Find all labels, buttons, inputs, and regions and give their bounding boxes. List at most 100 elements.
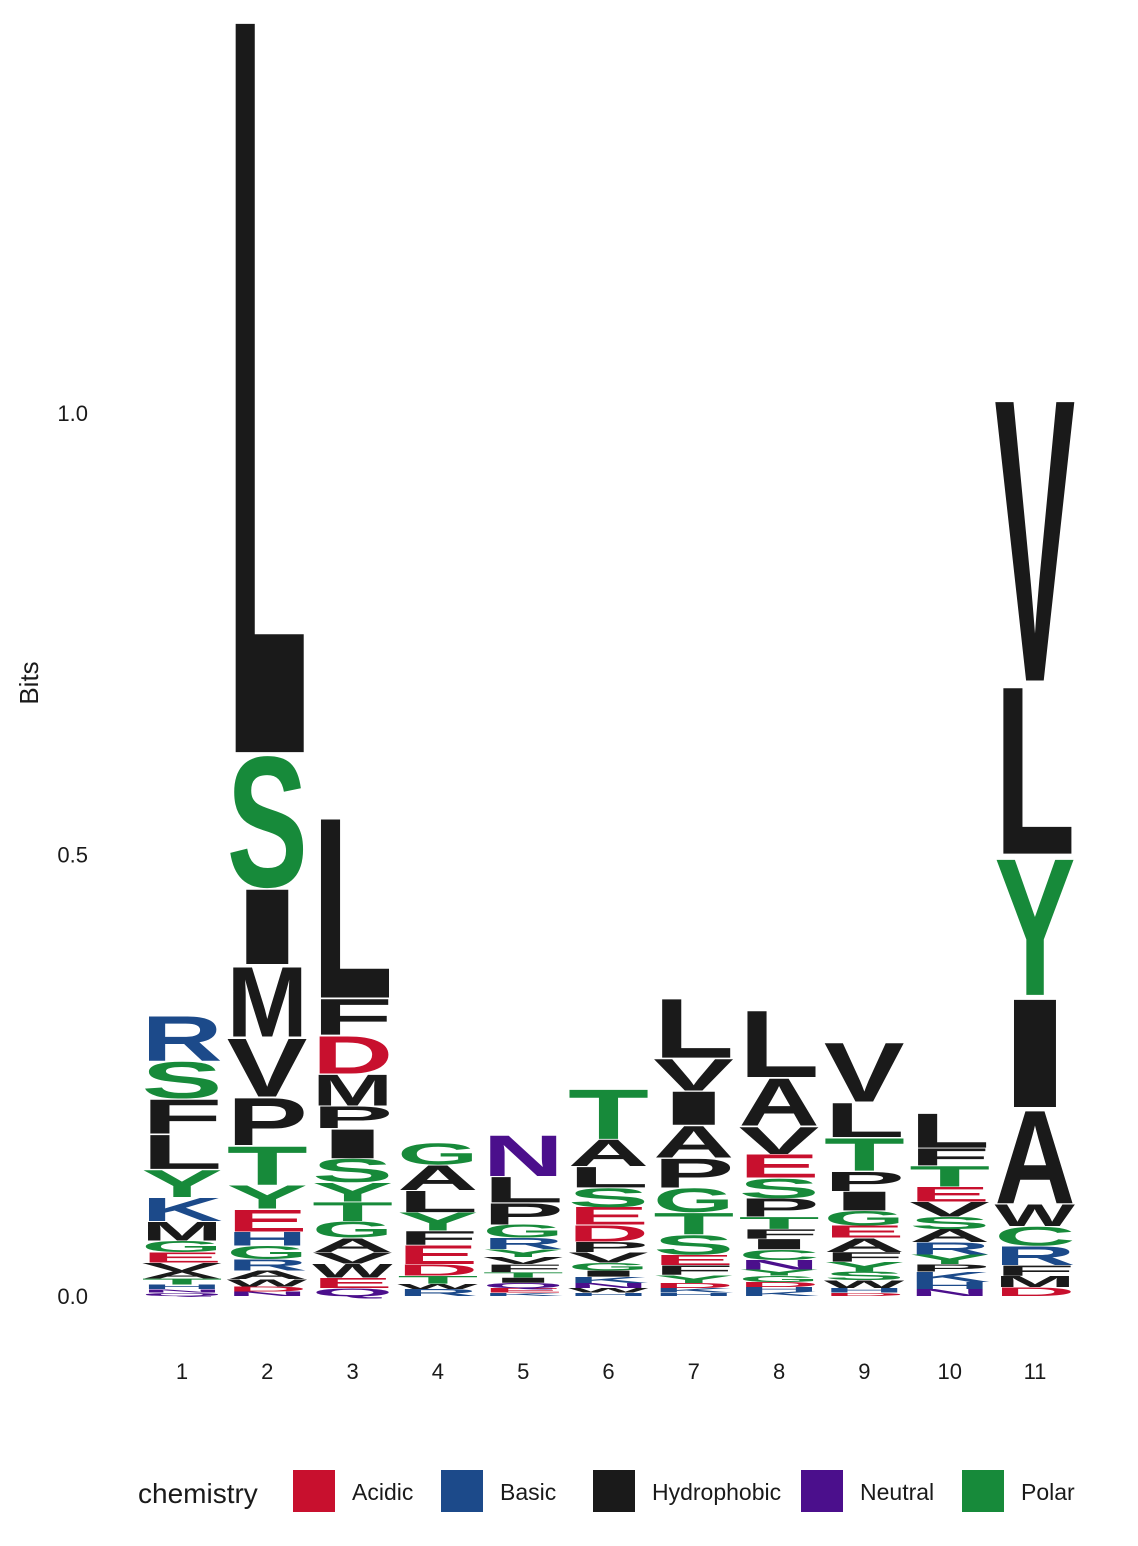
logo-letter-pos1-A: A — [142, 1269, 223, 1280]
x-tick-label: 8 — [773, 1359, 785, 1384]
logo-letter-pos11-I: I — [995, 966, 1076, 1140]
logo-letter-pos7-A: A — [653, 1117, 734, 1167]
logo-letter-pos10-S: S — [909, 1213, 990, 1232]
logo-letter-pos11-V: V — [995, 316, 1076, 767]
logo-letter-pos6-N: N — [568, 1281, 649, 1289]
logo-letter-pos8-I: I — [739, 1236, 820, 1252]
logo-letter-pos5-T: T — [483, 1271, 564, 1279]
logo-letter-pos1-V: V — [142, 1260, 223, 1274]
logo-letter-pos10-F: F — [909, 1143, 990, 1170]
logo-letter-pos2-L: L — [227, 0, 308, 977]
x-tick-label: 6 — [602, 1359, 614, 1384]
logo-letter-pos6-A: A — [568, 1132, 649, 1175]
logo-letter-pos7-P: P — [653, 1150, 734, 1196]
logo-letter-pos8-C: C — [739, 1247, 820, 1263]
logo-letter-pos1-N: N — [142, 1288, 223, 1293]
y-tick-label: 0.5 — [57, 843, 88, 868]
logo-letter-pos3-D: D — [312, 1024, 393, 1085]
logo-letter-pos1-E: E — [142, 1249, 223, 1265]
logo-letter-pos3-G: G — [312, 1217, 393, 1243]
logo-letter-pos6-V: V — [568, 1249, 649, 1265]
logo-letter-pos2-S: S — [227, 719, 308, 926]
logo-letter-pos8-P: P — [739, 1193, 820, 1222]
logo-glyphs: QNHTAVEGMKYLFSRNDWARGHEYTPVMISLQEWVAGTYS… — [142, 0, 1076, 1299]
logo-letter-pos6-H: H — [568, 1292, 649, 1297]
logo-letter-pos6-I: I — [568, 1269, 649, 1279]
logo-letter-pos7-E: E — [653, 1252, 734, 1268]
logo-letter-pos11-Y: Y — [995, 817, 1076, 1037]
logo-letter-pos6-G: G — [568, 1260, 649, 1272]
logo-letter-pos11-F: F — [995, 1262, 1076, 1278]
logo-letter-pos5-E: E — [483, 1287, 564, 1294]
logo-letter-pos5-N: N — [483, 1123, 564, 1189]
logo-letter-pos9-Y: Y — [824, 1259, 905, 1274]
logo-letter-pos1-M: M — [142, 1216, 223, 1246]
logo-letter-pos3-Q: Q — [312, 1286, 393, 1298]
logo-letter-pos3-V: V — [312, 1249, 393, 1267]
logo-letter-pos3-F: F — [312, 989, 393, 1046]
logo-letter-pos3-T: T — [312, 1197, 393, 1227]
logo-letter-pos9-F: F — [824, 1249, 905, 1264]
logo-letter-pos9-A: A — [824, 1234, 905, 1256]
logo-letter-pos8-N: N — [739, 1257, 820, 1272]
logo-letter-pos1-S: S — [142, 1052, 223, 1109]
logo-letter-pos4-L: L — [397, 1185, 478, 1219]
logo-letter-pos6-L: L — [568, 1161, 649, 1194]
logo-letter-pos6-P: P — [568, 1239, 649, 1255]
logo-letter-pos3-S: S — [312, 1152, 393, 1189]
logo-letter-pos9-D: D — [824, 1292, 905, 1297]
logo-letter-pos10-N: N — [909, 1287, 990, 1298]
logo-letter-pos10-H: H — [909, 1280, 990, 1291]
x-tick-label: 1 — [176, 1359, 188, 1384]
logo-letter-pos11-R: R — [995, 1241, 1076, 1271]
logo-letter-pos10-R: R — [909, 1239, 990, 1258]
logo-letter-pos5-I: I — [483, 1276, 564, 1284]
legend-label-basic: Basic — [500, 1479, 556, 1505]
logo-letter-pos10-E: E — [909, 1183, 990, 1206]
logo-letter-pos2-A: A — [227, 1268, 308, 1282]
logo-letter-pos7-T: T — [653, 1207, 734, 1241]
logo-letter-pos9-V: V — [824, 1026, 905, 1120]
logo-letter-pos1-Y: Y — [142, 1162, 223, 1206]
y-axis-label: Bits — [14, 661, 44, 704]
logo-letter-pos3-Y: Y — [312, 1177, 393, 1207]
logo-letter-pos3-I: I — [312, 1121, 393, 1167]
logo-letter-pos10-T: T — [909, 1160, 990, 1193]
logo-letter-pos9-T: T — [824, 1129, 905, 1181]
logo-letter-pos2-R: R — [227, 1256, 308, 1274]
logo-letter-pos7-D: D — [653, 1281, 734, 1289]
legend-swatch-basic — [441, 1470, 483, 1512]
logo-letter-pos9-E: E — [824, 1222, 905, 1241]
logo-letter-pos1-L: L — [142, 1125, 223, 1179]
logo-letter-pos7-S: S — [653, 1229, 734, 1261]
logo-letter-pos6-W: W — [568, 1287, 648, 1294]
logo-letter-pos2-M: M — [227, 945, 308, 1058]
logo-letter-pos11-A: A — [995, 1083, 1076, 1233]
logo-letter-pos2-P: P — [227, 1084, 308, 1160]
logo-letter-pos11-W: W — [995, 1198, 1076, 1234]
logo-letter-pos4-W: W — [397, 1282, 479, 1290]
logo-letter-pos5-P: P — [483, 1197, 564, 1231]
x-axis-ticks: 1 2 3 4 5 6 7 8 9 10 11 — [176, 1359, 1047, 1384]
logo-letter-pos3-W: W — [312, 1260, 393, 1282]
logo-letter-pos8-V: V — [739, 1119, 820, 1163]
legend-label-neutral: Neutral — [860, 1479, 934, 1505]
x-tick-label: 10 — [937, 1359, 961, 1384]
logo-letter-pos5-F: F — [483, 1262, 564, 1274]
logo-letter-pos5-Q: Q — [483, 1281, 564, 1289]
logo-letter-pos7-H: H — [653, 1292, 734, 1297]
legend-swatch-acidic — [293, 1470, 335, 1512]
logo-letter-pos10-P: P — [909, 1263, 990, 1274]
logo-letter-pos2-H: H — [227, 1228, 308, 1250]
logo-letter-pos10-K: K — [909, 1269, 990, 1285]
y-tick-label: 0.0 — [57, 1284, 88, 1309]
logo-letter-pos3-P: P — [312, 1099, 393, 1135]
logo-letter-pos2-Y: Y — [227, 1178, 308, 1215]
x-tick-label: 5 — [517, 1359, 529, 1384]
y-axis-ticks: 0.0 0.5 1.0 — [57, 401, 88, 1309]
logo-letter-pos5-V: V — [483, 1255, 564, 1266]
logo-letter-pos2-V: V — [227, 1022, 308, 1115]
legend-swatch-hydrophobic — [593, 1470, 635, 1512]
y-tick-label: 1.0 — [57, 401, 88, 426]
logo-letter-pos10-V: V — [909, 1198, 990, 1221]
